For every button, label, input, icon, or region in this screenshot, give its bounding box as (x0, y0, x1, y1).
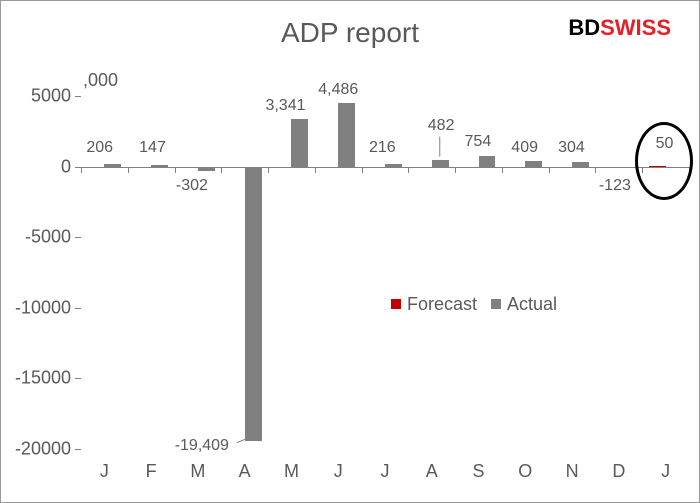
x-category-label: J (381, 461, 390, 482)
legend: Forecast Actual (391, 294, 557, 315)
legend-label-forecast: Forecast (407, 294, 477, 315)
x-tick-mark (268, 167, 269, 173)
x-category-label: J (334, 461, 343, 482)
x-category-label: F (146, 461, 157, 482)
y-tick-label: -15000 (15, 368, 71, 389)
x-category-label: M (284, 461, 299, 482)
y-tick-mark (75, 96, 81, 97)
x-tick-mark (408, 167, 409, 173)
data-label: 482 (428, 117, 455, 135)
actual-bar (245, 167, 262, 441)
actual-bar (619, 167, 636, 169)
y-tick-label: -20000 (15, 439, 71, 460)
x-category-label: O (518, 461, 532, 482)
y-tick-mark (75, 449, 81, 450)
x-axis-line (75, 167, 689, 168)
actual-bar (525, 161, 542, 167)
x-category-label: J (661, 461, 670, 482)
legend-item-actual: Actual (491, 294, 557, 315)
actual-bar (338, 103, 355, 166)
data-label: -123 (599, 177, 631, 195)
data-label: 147 (139, 139, 166, 157)
actual-bar (198, 167, 215, 171)
chart-container: ADP report BDSWISS -20000-15000-10000-50… (0, 0, 700, 503)
x-tick-mark (502, 167, 503, 173)
x-tick-mark (221, 167, 222, 173)
data-label: 4,486 (318, 81, 358, 99)
x-tick-mark (315, 167, 316, 173)
x-category-label: J (100, 461, 109, 482)
highlight-ellipse (635, 122, 693, 200)
legend-label-actual: Actual (507, 294, 557, 315)
x-tick-mark (128, 167, 129, 173)
actual-bar (385, 164, 402, 167)
y-tick-mark (75, 378, 81, 379)
x-tick-mark (175, 167, 176, 173)
x-category-label: D (612, 461, 625, 482)
x-tick-mark (362, 167, 363, 173)
y-tick-label: -5000 (25, 227, 71, 248)
actual-bar (479, 156, 496, 167)
legend-swatch-forecast (391, 299, 401, 309)
x-tick-mark (549, 167, 550, 173)
legend-item-forecast: Forecast (391, 294, 477, 315)
y-tick-mark (75, 237, 81, 238)
actual-bar (291, 119, 308, 166)
unit-label: ,000 (83, 70, 118, 91)
x-category-label: A (426, 461, 438, 482)
data-label: 409 (511, 139, 538, 157)
data-label: 216 (369, 139, 396, 157)
y-tick-mark (75, 308, 81, 309)
y-tick-label: 5000 (31, 86, 71, 107)
y-tick-label: 0 (61, 156, 71, 177)
actual-bar (104, 164, 121, 167)
x-tick-mark (595, 167, 596, 173)
plot-area: -20000-15000-10000-500005000,000JFMAMJJA… (1, 1, 700, 503)
actual-bar (432, 160, 449, 167)
x-tick-mark (81, 167, 82, 173)
x-category-label: M (190, 461, 205, 482)
actual-bar (572, 162, 589, 166)
data-label: 206 (86, 139, 113, 157)
x-category-label: A (239, 461, 251, 482)
data-label: 754 (465, 133, 492, 151)
x-category-label: S (473, 461, 485, 482)
x-tick-mark (455, 167, 456, 173)
data-label: -302 (176, 177, 208, 195)
x-category-label: N (566, 461, 579, 482)
data-label: 304 (558, 139, 585, 157)
data-label: 3,341 (265, 97, 305, 115)
actual-bar (151, 165, 168, 167)
y-tick-label: -10000 (15, 297, 71, 318)
data-label: -19,409 (175, 437, 229, 455)
legend-swatch-actual (491, 299, 501, 309)
